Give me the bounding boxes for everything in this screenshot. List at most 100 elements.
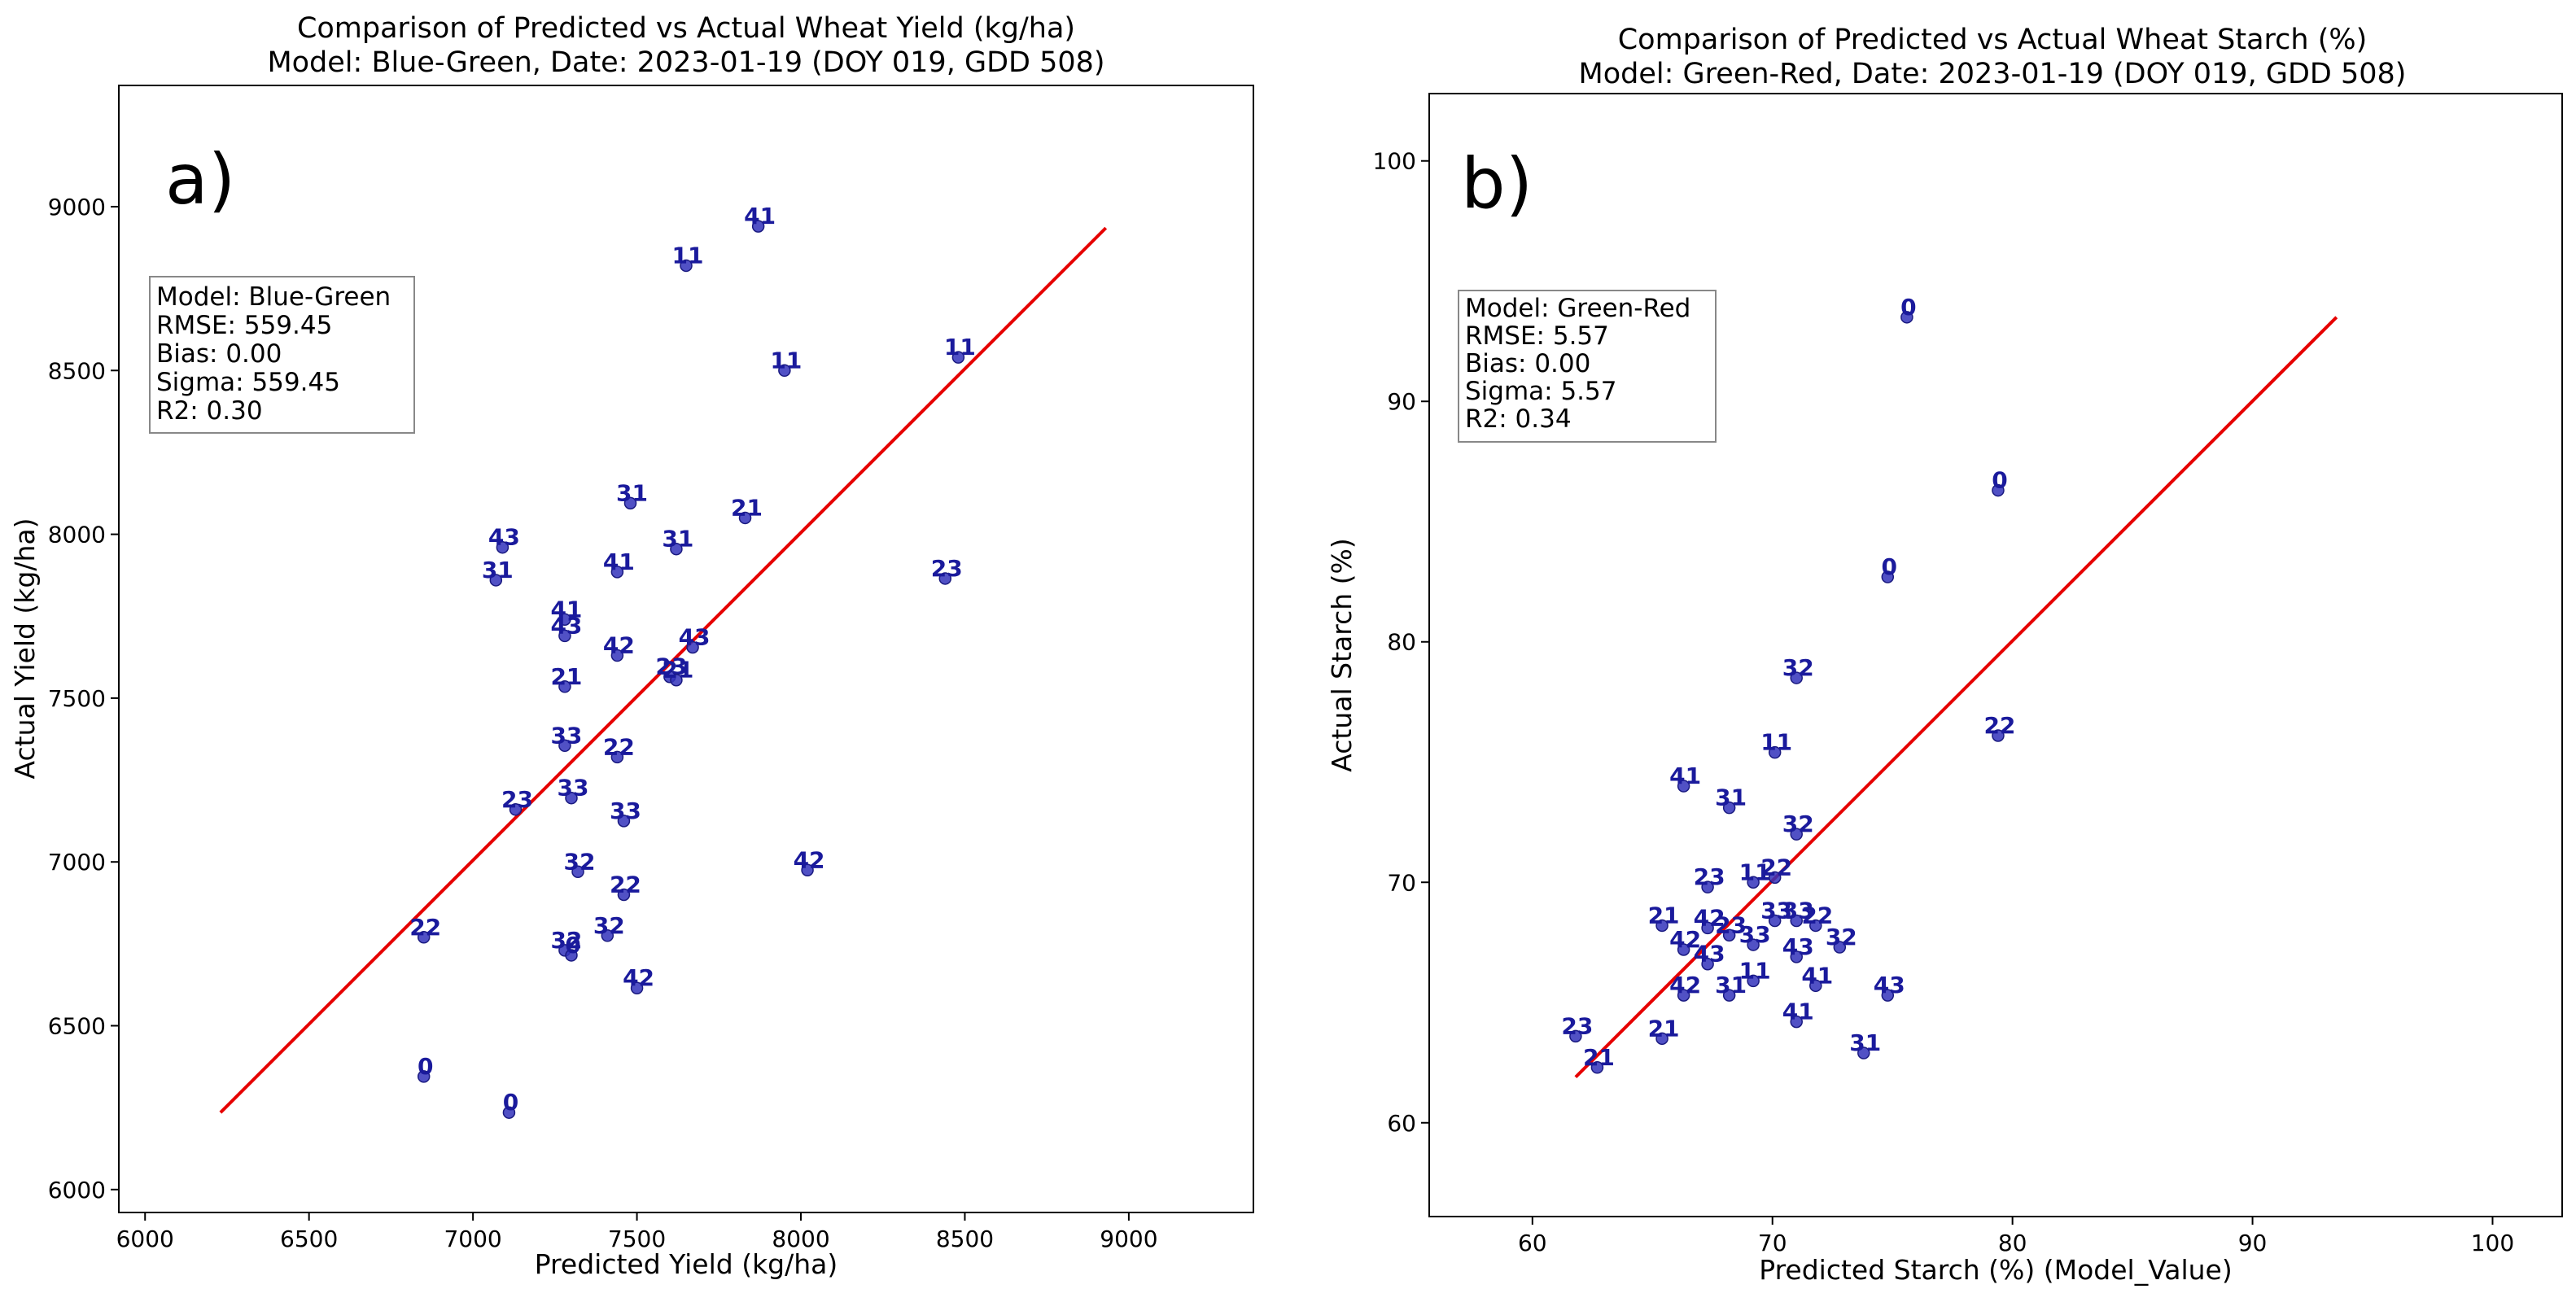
panel-a-data-point: [680, 259, 693, 273]
panel-b-data-point: [1992, 483, 2005, 497]
panel-a-xtick-label: 6000: [116, 1226, 174, 1252]
panel-b-data-point: [1701, 957, 1714, 971]
panel-a-point-label: 22: [603, 733, 635, 760]
panel-a-point-label: 32: [593, 912, 625, 939]
panel-a-data-point: [565, 949, 578, 962]
panel-b-data-point: [1747, 938, 1760, 951]
panel-b-point-label: 21: [1648, 902, 1680, 928]
panel-b-data-point: [1701, 880, 1714, 893]
panel-a-data-point: [558, 680, 571, 693]
panel-a-xtick-label: 7000: [444, 1226, 501, 1252]
panel-a-reference-line-group: [219, 226, 1108, 1114]
panel-b-stat-bias: Bias: 0.00: [1465, 349, 1590, 378]
panel-a-ytick-label: 6500: [48, 1013, 106, 1040]
panel-b-stat-model: Model: Green-Red: [1465, 294, 1690, 323]
panel-b-point-label: 32: [1826, 924, 1857, 950]
panel-a-point-label: 23: [931, 555, 963, 582]
panel-a-data-point: [571, 865, 584, 879]
panel-b-data-point: [1768, 871, 1782, 885]
panel-b-point-label: 11: [1739, 859, 1771, 885]
panel-b-point-label: 21: [1648, 1015, 1680, 1042]
panel-b-letter: b): [1461, 143, 1533, 225]
panel-a-point-label: 0: [418, 1053, 433, 1080]
panel-b-point-label: 31: [1849, 1029, 1881, 1056]
panel-b-point-label: 23: [1694, 863, 1725, 890]
panel-b-point-label: 33: [1760, 898, 1792, 924]
panel-a-point-label: 42: [794, 846, 825, 873]
panel-a-data-point: [489, 574, 503, 587]
panel-b-ytick-label: 60: [1387, 1110, 1416, 1137]
panel-a-xtick-label: 7500: [608, 1226, 666, 1252]
panel-a-point-label: 0: [503, 1089, 518, 1116]
panel-a-point-label: 21: [662, 657, 693, 684]
panel-a-data-point: [417, 1070, 431, 1083]
panel-a-data-point: [801, 863, 814, 877]
panel-b-data-point: [1790, 671, 1803, 684]
panel-a-ytick-label: 7000: [48, 849, 106, 876]
panel-b-point-label: 41: [1669, 762, 1701, 789]
panel-b-point-label: 43: [1874, 972, 1905, 998]
panel-b-point-label: 32: [1782, 654, 1814, 681]
panel-b-ytick-label: 70: [1387, 869, 1416, 896]
panel-b-title: Comparison of Predicted vs Actual Wheat …: [1618, 24, 2368, 56]
panel-a-point-label: 32: [550, 927, 582, 954]
panel-a-stat-model: Model: Blue-Green: [156, 282, 391, 312]
panel-a-point-label: 41: [603, 548, 635, 575]
panel-b-data-point: [1790, 828, 1803, 841]
panel-a-point-label: 0: [565, 932, 580, 959]
panel-a-data-point: [617, 888, 631, 902]
panel-a-data-point: [558, 739, 571, 753]
panel-a-data-point: [601, 929, 614, 942]
panel-b-point-label: 43: [1782, 933, 1814, 960]
panel-b-stat-sigma: Sigma: 5.57: [1465, 377, 1616, 406]
panel-b-data-point: [1833, 941, 1847, 954]
panel-a-point-label: 41: [744, 203, 776, 229]
panel-b: Comparison of Predicted vs Actual Wheat …: [1326, 24, 2563, 1286]
panel-a-ytick-label: 8500: [48, 357, 106, 384]
panel-b-plot-frame: [1428, 93, 2563, 1217]
panel-b-data-point: [1747, 876, 1760, 889]
panel-a-data-point: [670, 673, 683, 687]
panel-a-ytick-label: 8000: [48, 522, 106, 548]
panel-b-point-label: 42: [1669, 972, 1701, 998]
panel-b-point-label: 32: [1782, 810, 1814, 837]
panel-b-xtick-label: 70: [1758, 1230, 1787, 1256]
panel-b-point-label: 41: [1782, 998, 1814, 1025]
panel-a-point-label: 21: [731, 494, 763, 521]
panel-a-data-point: [496, 540, 510, 554]
panel-a-point-label: 23: [501, 786, 533, 813]
panel-b-data-point: [1655, 919, 1668, 933]
panel-b-data-point: [1677, 989, 1690, 1002]
panel-b-data-point: [1677, 943, 1690, 956]
panel-b-point-label: 23: [1715, 911, 1747, 938]
panel-a-xlabel: Predicted Yield (kg/ha): [535, 1248, 838, 1280]
panel-b-xtick-label: 80: [1998, 1230, 2027, 1256]
panel-b-data-point: [1900, 311, 1913, 324]
panel-b-point-label: 42: [1694, 904, 1725, 931]
panel-b-data-point: [1809, 979, 1822, 993]
panel-a-data-point: [558, 629, 571, 643]
panel-a-stat-r2: R2: 0.30: [156, 396, 263, 426]
panel-b-point-label: 0: [1900, 294, 1916, 321]
panel-b-data-point: [1722, 801, 1736, 815]
panel-a-point-label: 11: [672, 242, 704, 269]
panel-a-reference-line: [219, 226, 1108, 1114]
panel-a-point-label: 33: [558, 775, 589, 802]
panel-b-data-point: [1992, 729, 2005, 742]
panel-b-stat-r2: R2: 0.34: [1465, 404, 1572, 434]
panel-a-point-label: 41: [550, 596, 582, 623]
panel-a-point-label: 43: [550, 612, 582, 639]
panel-b-stat-rmse: RMSE: 5.57: [1465, 321, 1609, 351]
panel-b-point-label: 11: [1739, 957, 1771, 984]
panel-b-data-point: [1722, 928, 1736, 942]
panel-b-point-label: 22: [1801, 902, 1833, 928]
panel-a-data-point: [610, 750, 624, 764]
panel-b-data-point: [1701, 921, 1714, 935]
panel-a-data-point: [610, 566, 624, 579]
panel-b-xtick-label: 60: [1518, 1230, 1547, 1256]
panel-b-data-point: [1881, 570, 1895, 583]
panel-a-xtick-label: 9000: [1100, 1226, 1157, 1252]
panel-a-point-label: 31: [482, 557, 514, 583]
